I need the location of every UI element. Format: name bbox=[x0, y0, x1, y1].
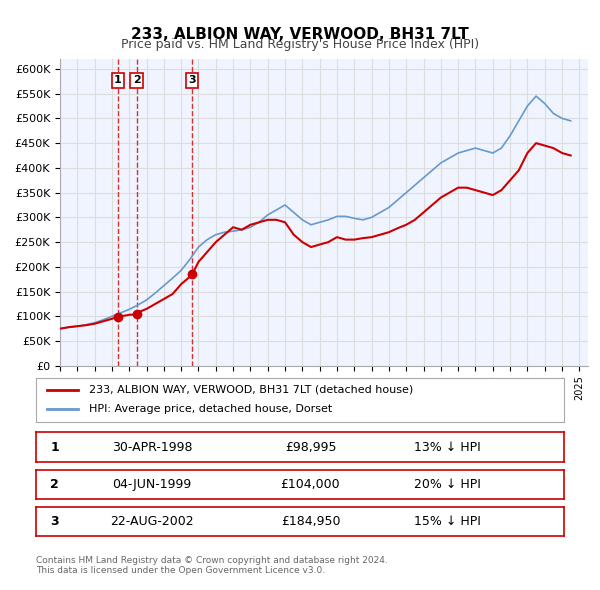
Text: HPI: Average price, detached house, Dorset: HPI: Average price, detached house, Dors… bbox=[89, 405, 332, 414]
Text: 04-JUN-1999: 04-JUN-1999 bbox=[113, 478, 192, 491]
Text: 2: 2 bbox=[133, 76, 140, 86]
Text: 2: 2 bbox=[50, 478, 59, 491]
Text: 30-APR-1998: 30-APR-1998 bbox=[112, 441, 193, 454]
Text: Contains HM Land Registry data © Crown copyright and database right 2024.
This d: Contains HM Land Registry data © Crown c… bbox=[36, 556, 388, 575]
Text: 22-AUG-2002: 22-AUG-2002 bbox=[110, 515, 194, 528]
Text: 3: 3 bbox=[50, 515, 59, 528]
Text: 1: 1 bbox=[50, 441, 59, 454]
Text: £104,000: £104,000 bbox=[281, 478, 340, 491]
Text: 13% ↓ HPI: 13% ↓ HPI bbox=[415, 441, 481, 454]
Text: 20% ↓ HPI: 20% ↓ HPI bbox=[415, 478, 481, 491]
Text: 15% ↓ HPI: 15% ↓ HPI bbox=[415, 515, 481, 528]
Text: 3: 3 bbox=[188, 76, 196, 86]
Text: £98,995: £98,995 bbox=[285, 441, 337, 454]
Text: 1: 1 bbox=[114, 76, 122, 86]
Text: Price paid vs. HM Land Registry's House Price Index (HPI): Price paid vs. HM Land Registry's House … bbox=[121, 38, 479, 51]
Text: 233, ALBION WAY, VERWOOD, BH31 7LT: 233, ALBION WAY, VERWOOD, BH31 7LT bbox=[131, 27, 469, 41]
Text: £184,950: £184,950 bbox=[281, 515, 340, 528]
Text: 233, ALBION WAY, VERWOOD, BH31 7LT (detached house): 233, ALBION WAY, VERWOOD, BH31 7LT (deta… bbox=[89, 385, 413, 395]
